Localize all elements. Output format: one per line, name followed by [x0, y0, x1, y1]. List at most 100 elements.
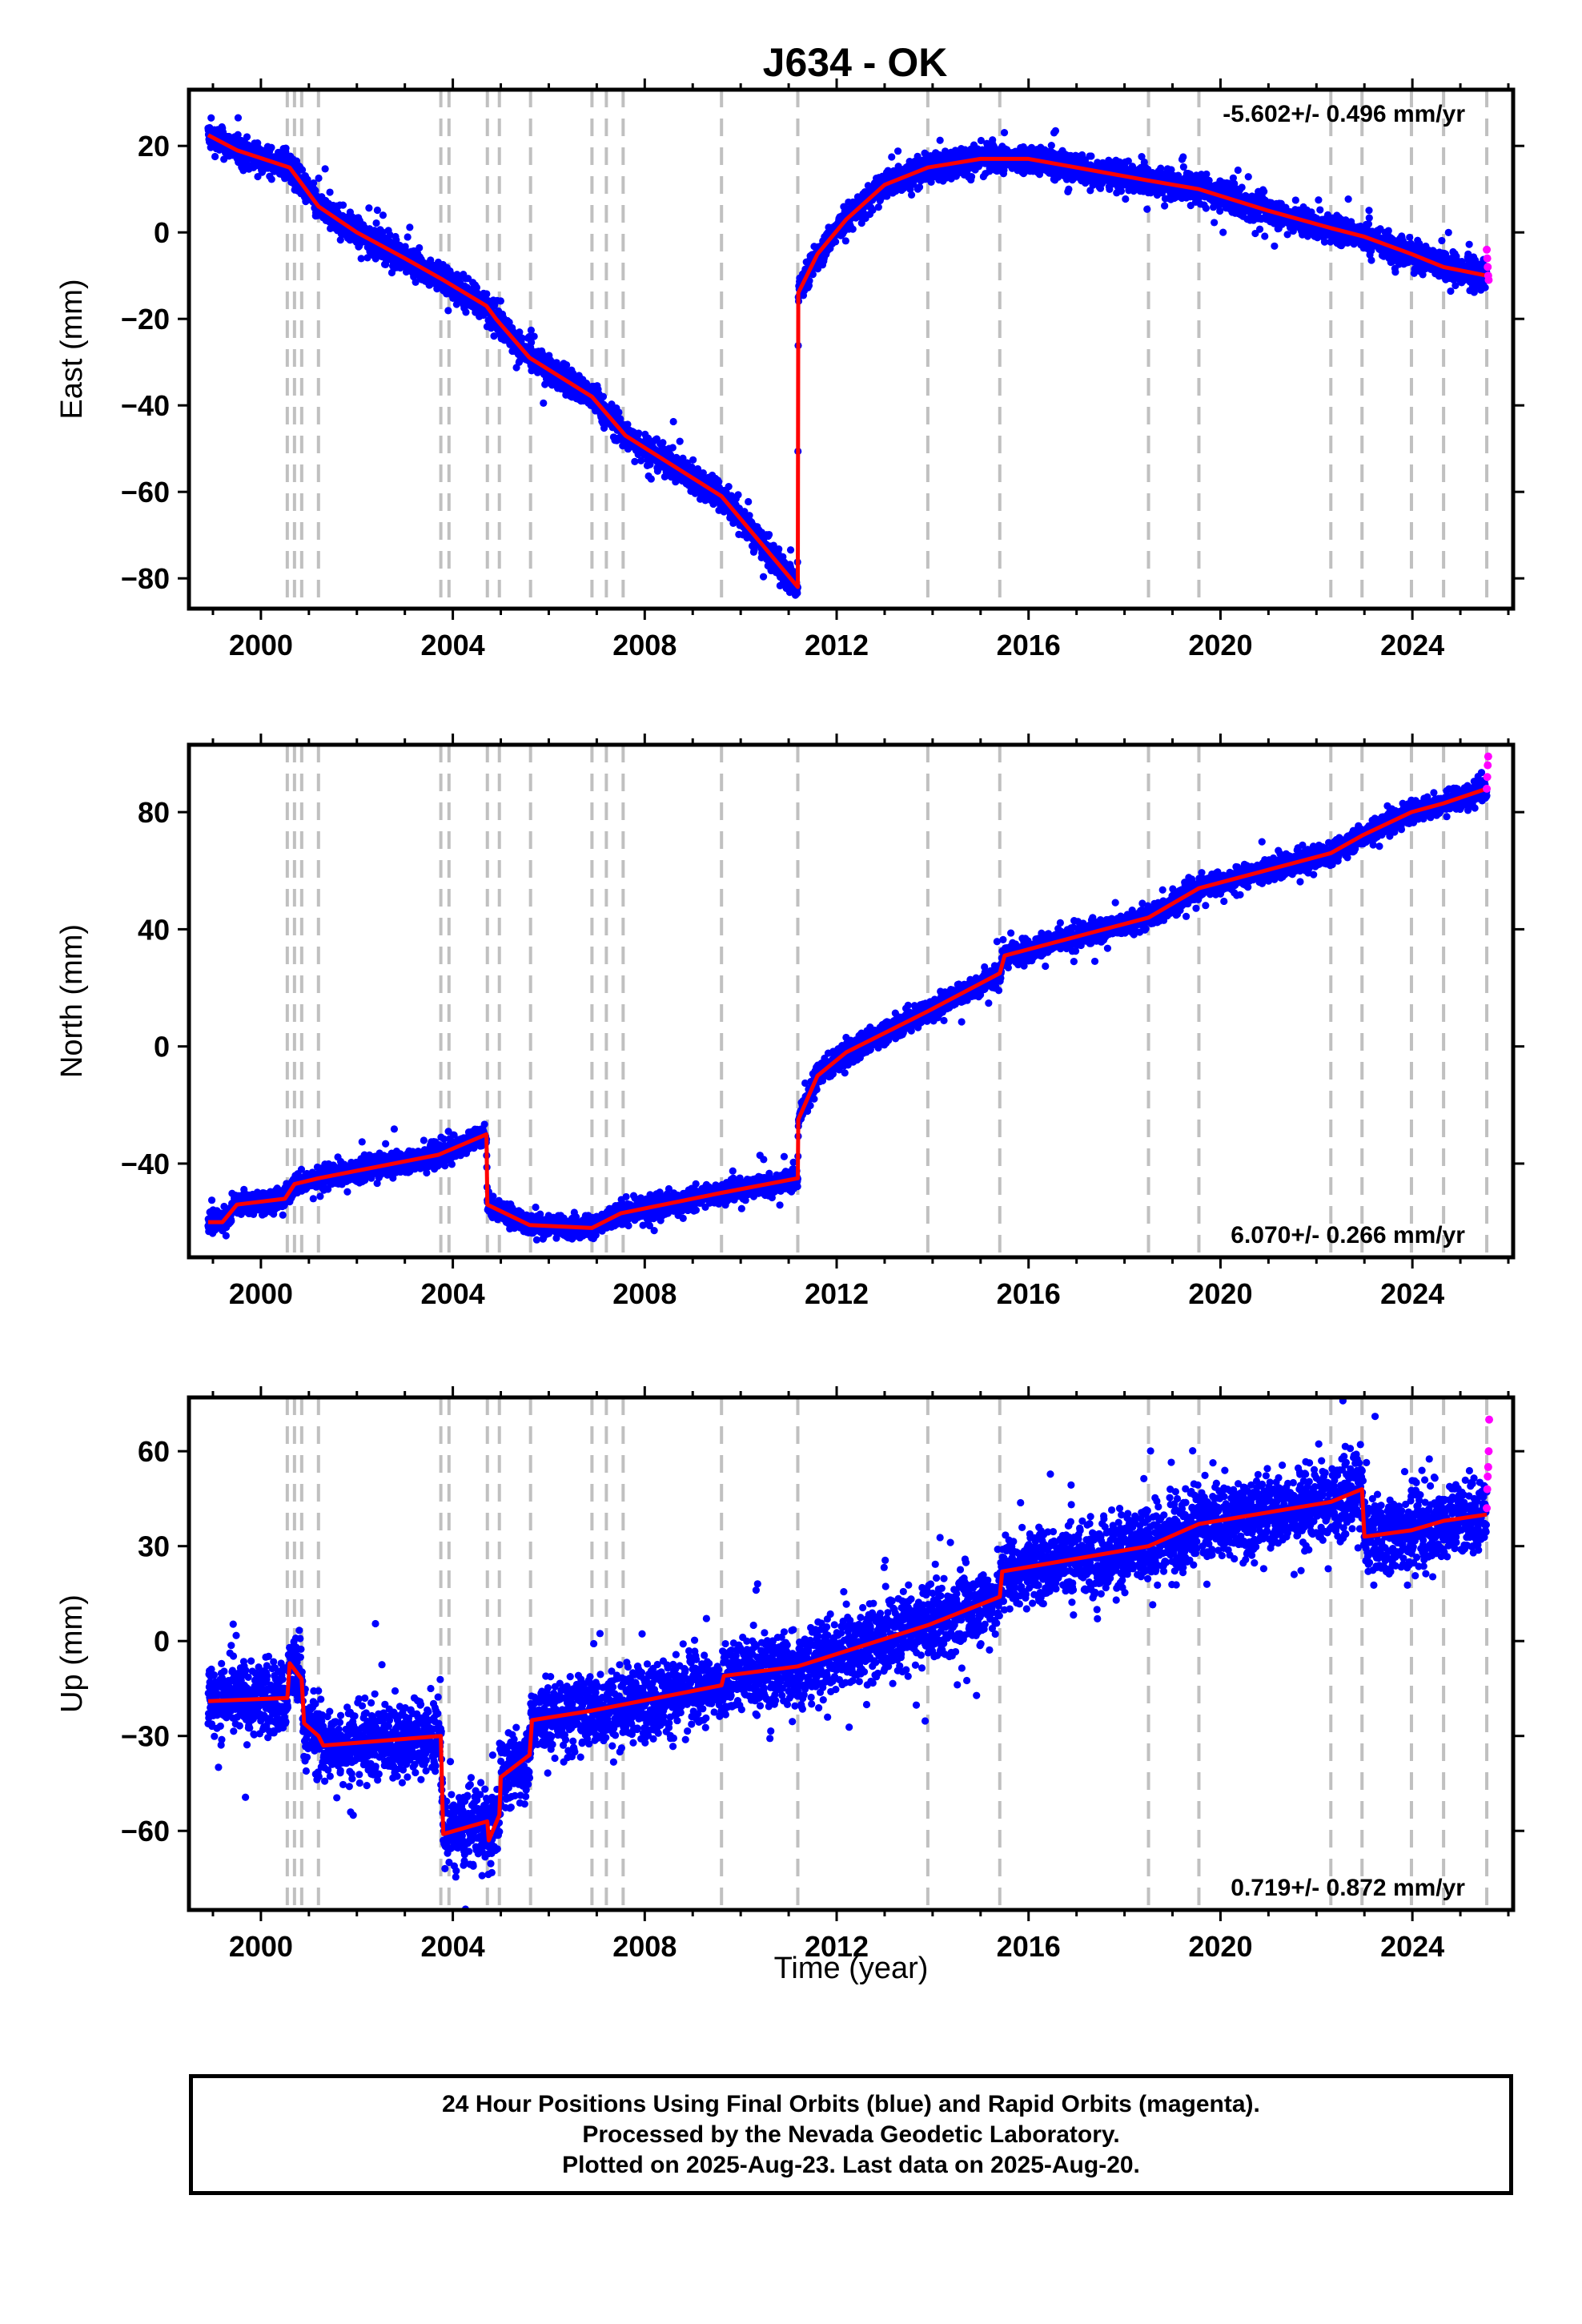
final-orbit-point — [659, 439, 667, 447]
final-orbit-point — [1261, 232, 1269, 240]
final-orbit-point — [715, 478, 723, 486]
final-orbit-point — [888, 153, 896, 161]
final-orbit-point — [1000, 129, 1009, 137]
final-orbit-point — [775, 545, 783, 553]
final-orbit-point — [1179, 153, 1187, 161]
final-orbit-point — [805, 276, 813, 285]
final-orbit-point — [669, 444, 677, 452]
final-orbit-point — [615, 408, 623, 416]
final-orbit-point — [907, 191, 916, 199]
final-orbit-point — [637, 456, 645, 464]
final-orbit-point — [496, 297, 504, 305]
final-orbit-point — [647, 475, 655, 483]
final-orbit-point — [874, 203, 882, 211]
final-orbit-point — [759, 573, 768, 581]
final-orbit-point — [599, 392, 608, 400]
final-orbit-point — [211, 152, 219, 161]
final-orbit-point — [379, 228, 387, 236]
final-orbit-point — [745, 512, 753, 520]
final-orbit-point — [936, 136, 944, 144]
final-orbit-point — [392, 236, 400, 244]
final-orbit-point — [893, 147, 902, 155]
final-orbit-point — [505, 318, 513, 327]
final-orbit-point — [303, 175, 311, 183]
final-orbit-point — [786, 546, 795, 554]
final-orbit-point — [1047, 142, 1055, 150]
final-orbit-point — [379, 211, 387, 219]
final-orbit-point — [741, 508, 749, 516]
final-orbit-point — [483, 290, 491, 298]
final-orbit-point — [832, 238, 840, 246]
final-orbit-point — [676, 437, 684, 445]
final-orbit-point — [1161, 202, 1169, 210]
final-orbit-point — [243, 133, 251, 141]
final-orbit-point — [462, 308, 470, 316]
final-orbit-point — [363, 254, 371, 262]
final-orbit-point — [750, 546, 758, 554]
final-orbit-point — [1216, 207, 1224, 215]
final-orbit-point — [386, 231, 394, 239]
final-orbit-point — [624, 420, 632, 428]
final-orbit-point — [563, 361, 571, 369]
final-orbit-point — [1143, 205, 1151, 213]
final-orbit-point — [528, 338, 536, 347]
final-orbit-point — [336, 235, 344, 244]
final-orbit-point — [490, 332, 498, 340]
final-orbit-point — [1065, 185, 1073, 193]
final-orbit-point — [444, 307, 452, 315]
final-orbit-point — [404, 233, 412, 241]
final-orbit-point — [309, 179, 318, 187]
final-orbit-point — [1271, 242, 1279, 250]
final-orbit-point — [234, 114, 243, 122]
final-orbit-point — [298, 166, 307, 174]
final-orbit-point — [365, 204, 373, 212]
final-orbit-point — [267, 143, 275, 151]
final-orbit-point — [1244, 173, 1252, 181]
final-orbit-point — [339, 201, 347, 209]
final-orbit-point — [725, 483, 733, 491]
chart-title: J634 - OK — [763, 40, 948, 85]
final-orbit-point — [915, 183, 924, 191]
final-orbit-point — [967, 173, 976, 181]
final-orbit-point — [372, 219, 380, 227]
final-orbit-point — [234, 131, 242, 139]
final-orbit-point — [357, 255, 365, 263]
final-orbit-point — [635, 429, 643, 437]
final-orbit-point — [1219, 228, 1227, 236]
final-orbit-point — [373, 206, 381, 215]
final-orbit-point — [1260, 187, 1268, 195]
final-orbit-point — [1122, 195, 1130, 203]
final-orbit-point — [321, 165, 329, 173]
final-orbit-point — [1234, 166, 1242, 175]
final-orbit-point — [382, 257, 391, 265]
final-orbit-point — [631, 457, 639, 465]
final-orbit-point — [809, 271, 817, 279]
final-orbit-point — [540, 399, 548, 407]
final-orbit-points — [204, 114, 1491, 599]
final-orbit-point — [849, 225, 857, 233]
final-orbit-point — [765, 530, 773, 539]
final-orbit-point — [1087, 152, 1095, 160]
final-orbit-point — [416, 243, 424, 252]
gps-timeseries-chart: J634 - OK 2000 2004 2008 2012 2016 2020 202420… — [55, 40, 1524, 1985]
final-orbit-point — [1179, 163, 1187, 171]
final-orbit-point — [1211, 219, 1219, 227]
final-orbit-point — [527, 326, 536, 334]
final-orbit-point — [1051, 127, 1060, 135]
panel-0: 2000 2004 2008 2012 2016 2020 2024200−20−40−60… — [55, 78, 1524, 661]
final-orbit-point — [315, 174, 323, 183]
final-orbit-point — [267, 175, 275, 183]
final-orbit-point — [689, 456, 697, 464]
final-orbit-point — [472, 283, 481, 292]
final-orbit-point — [401, 243, 409, 251]
final-orbit-point — [548, 381, 556, 389]
final-orbit-point — [207, 114, 215, 122]
final-orbit-point — [734, 491, 742, 499]
final-orbit-point — [412, 278, 420, 287]
final-orbit-point — [793, 589, 801, 597]
final-orbit-point — [406, 223, 414, 231]
final-orbit-point — [518, 334, 526, 342]
final-orbit-point — [1238, 183, 1246, 191]
final-orbit-point — [1202, 204, 1211, 212]
final-orbit-point — [669, 417, 677, 426]
